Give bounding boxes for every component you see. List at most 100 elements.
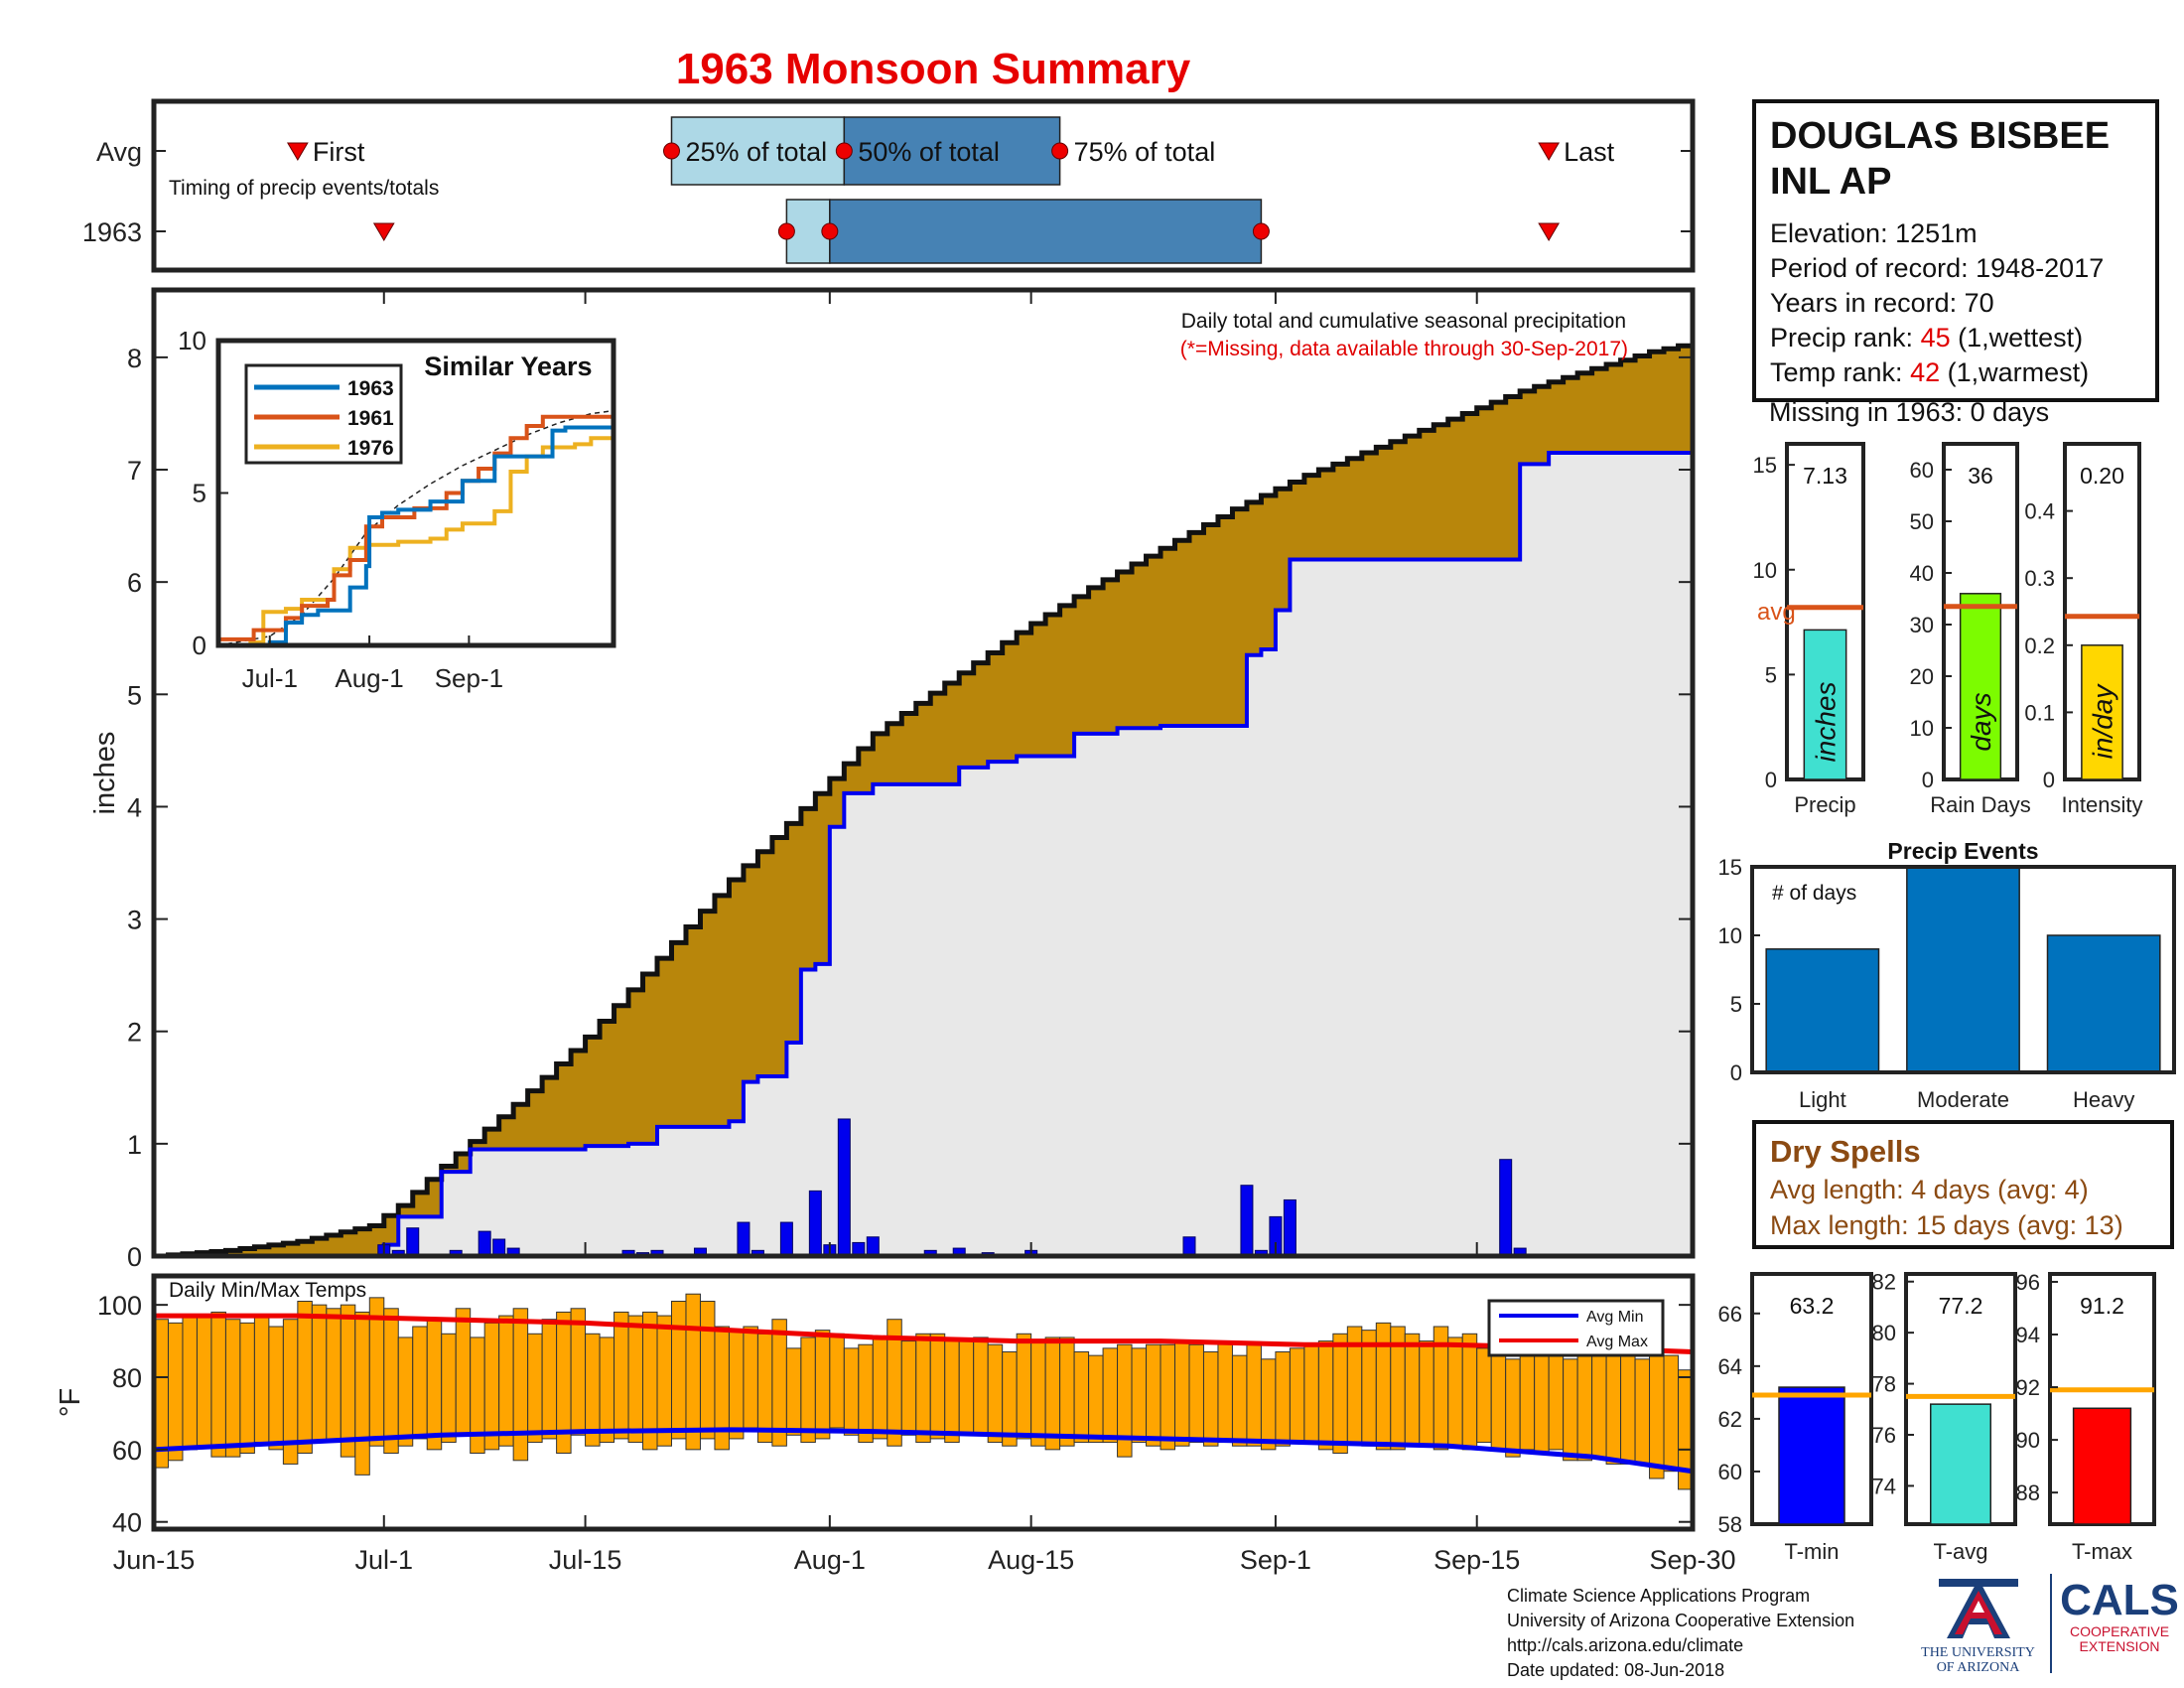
inset-ytick-label: 0	[193, 631, 206, 660]
temps-xtick-label: Aug-1	[794, 1545, 866, 1575]
daily-temp-bar	[1231, 1354, 1248, 1447]
t-min-ytick-label: 64	[1718, 1354, 1742, 1379]
daily-temp-bar	[196, 1315, 212, 1447]
daily-precip-bar	[406, 1227, 420, 1257]
precip-rank-value: 45	[1920, 323, 1951, 352]
daily-temp-bar	[1002, 1351, 1018, 1447]
events-annotation: # of days	[1772, 882, 1856, 905]
daily-temp-bar	[756, 1333, 773, 1444]
daily-temp-bar	[944, 1340, 960, 1444]
daily-temp-bar	[239, 1322, 255, 1455]
daily-temp-bar	[182, 1315, 198, 1451]
daily-temp-bar	[340, 1304, 356, 1458]
dry-spells-avg: Avg length: 4 days (avg: 4)	[1770, 1175, 2089, 1204]
daily-temp-bar	[915, 1333, 931, 1444]
timeline-chart: Avg 1963 First 25% of total 50% of total 75% …	[82, 98, 1696, 273]
daily-temp-bar	[743, 1326, 758, 1429]
precip-ytick-label: 10	[1753, 558, 1777, 583]
t-min-ytick-label: 58	[1718, 1512, 1742, 1537]
inset-series-1963	[218, 425, 614, 647]
daily-precip-bar	[1283, 1198, 1297, 1257]
daily-temp-bar	[1160, 1343, 1176, 1451]
events-category-label: Heavy	[2073, 1087, 2134, 1112]
timeline-quartile-marker	[835, 142, 853, 160]
precip-ytick-label: 0	[1765, 768, 1777, 792]
daily-temp-bar	[426, 1319, 443, 1451]
timeline-label-last: Last	[1564, 137, 1615, 167]
inset-legend-label: 1976	[347, 437, 394, 460]
main-ytick-label: 8	[127, 344, 142, 373]
t-max-ytick-label: 92	[2016, 1375, 2040, 1400]
inset-ytick-label: 10	[178, 326, 206, 355]
temps-xtick-label: Aug-15	[988, 1545, 1074, 1575]
daily-temp-bar	[224, 1319, 241, 1458]
ua-text-line2: OF ARIZONA	[1936, 1660, 2020, 1675]
precip-avg-label: avg	[1757, 599, 1796, 626]
t-avg-ytick-label: 74	[1872, 1474, 1896, 1498]
intensity-ytick-label: 0.1	[2024, 700, 2055, 725]
daily-temp-bar	[1490, 1343, 1507, 1451]
t-max-ytick-label: 94	[2016, 1323, 2040, 1347]
temps-ytick-label: 40	[112, 1508, 142, 1538]
events-frame	[1750, 865, 2176, 1074]
daily-temp-bar	[1202, 1351, 1219, 1447]
timeline-label-25: 25% of total	[685, 137, 827, 167]
main-ytick-label: 4	[127, 792, 142, 822]
timeline-ylabel-year: 1963	[82, 217, 142, 247]
main-ytick-label: 3	[127, 906, 142, 935]
daily-temp-bar	[1591, 1343, 1607, 1458]
rain-days-ytick-label: 30	[1910, 613, 1934, 637]
main-ytick-label: 0	[127, 1242, 142, 1272]
daily-temp-bar	[1088, 1354, 1104, 1444]
rain-days-ytick-label: 20	[1910, 664, 1934, 689]
daily-temp-bar	[1447, 1336, 1463, 1447]
daily-temp-bar	[210, 1311, 226, 1458]
temp-rank-value: 42	[1910, 357, 1941, 387]
daily-temp-bar	[1059, 1336, 1075, 1447]
daily-temp-bar	[311, 1304, 328, 1444]
inset-title: Similar Years	[424, 352, 592, 381]
similar-years-inset: 0 5 10 Jul-1 Aug-1 Sep-1 Similar Years 1963 1961…	[178, 326, 616, 693]
inset-series-1976	[218, 435, 615, 647]
above-avg-deficit-fill	[154, 343, 1693, 1257]
daily-temp-bar	[498, 1315, 514, 1447]
temps-xtick-label: Sep-30	[1649, 1545, 1735, 1575]
intensity-ytick-label: 0.3	[2024, 566, 2055, 591]
timeline-box-50-75	[829, 199, 1263, 264]
events-bar-heavy	[2046, 934, 2161, 1073]
daily-temp-bar	[527, 1333, 543, 1444]
daily-temp-bar	[1016, 1333, 1032, 1440]
station-period: Period of record: 1948-2017	[1770, 253, 2105, 283]
daily-temp-bar	[1548, 1354, 1565, 1451]
daily-temp-bar	[1260, 1358, 1277, 1451]
daily-temps-chart: 40 60 80 100 Jun-15 Jul-1 Jul-15 Aug-1 Aug-15 Sep…	[55, 1273, 1736, 1575]
daily-temp-bar	[858, 1343, 874, 1444]
daily-temp-bar	[1605, 1354, 1622, 1465]
precip-ytick-label: 5	[1765, 662, 1777, 687]
daily-temp-bar	[1188, 1343, 1204, 1444]
rain-days-ytick-label: 0	[1922, 768, 1934, 792]
timeline-ylabel-avg: Avg	[96, 137, 142, 167]
rain-days-ytick-label: 40	[1910, 561, 1934, 586]
t-max-ytick-label: 88	[2016, 1480, 2040, 1505]
timeline-box-50-75	[843, 116, 1061, 186]
temp-rank-note: (1,warmest)	[1947, 357, 2090, 387]
temp-rank-label: Temp rank:	[1770, 357, 1903, 387]
inset-legend-label: 1961	[347, 407, 394, 430]
credits-url: http://cals.arizona.edu/climate	[1507, 1635, 1744, 1655]
daily-temp-bar	[483, 1322, 500, 1451]
daily-temp-bar	[455, 1308, 472, 1436]
daily-temp-bar	[1634, 1358, 1651, 1465]
daily-temp-bar	[958, 1340, 975, 1436]
cals-sub-line2: EXTENSION	[2079, 1638, 2160, 1654]
daily-temp-bar	[800, 1336, 816, 1444]
ua-a-logo-icon	[1938, 1579, 2018, 1638]
daily-temp-bar	[297, 1301, 313, 1454]
daily-temp-bar	[1246, 1343, 1262, 1447]
events-category-label: Light	[1799, 1087, 1846, 1112]
daily-temp-bar	[1217, 1340, 1233, 1444]
dry-spells-max: Max length: 15 days (avg: 13)	[1770, 1210, 2123, 1240]
t-avg-value-label: 77.2	[1939, 1293, 1983, 1319]
t-min-axis-label: T-min	[1785, 1539, 1840, 1564]
credits-date: Date updated: 08-Jun-2018	[1507, 1660, 1725, 1680]
